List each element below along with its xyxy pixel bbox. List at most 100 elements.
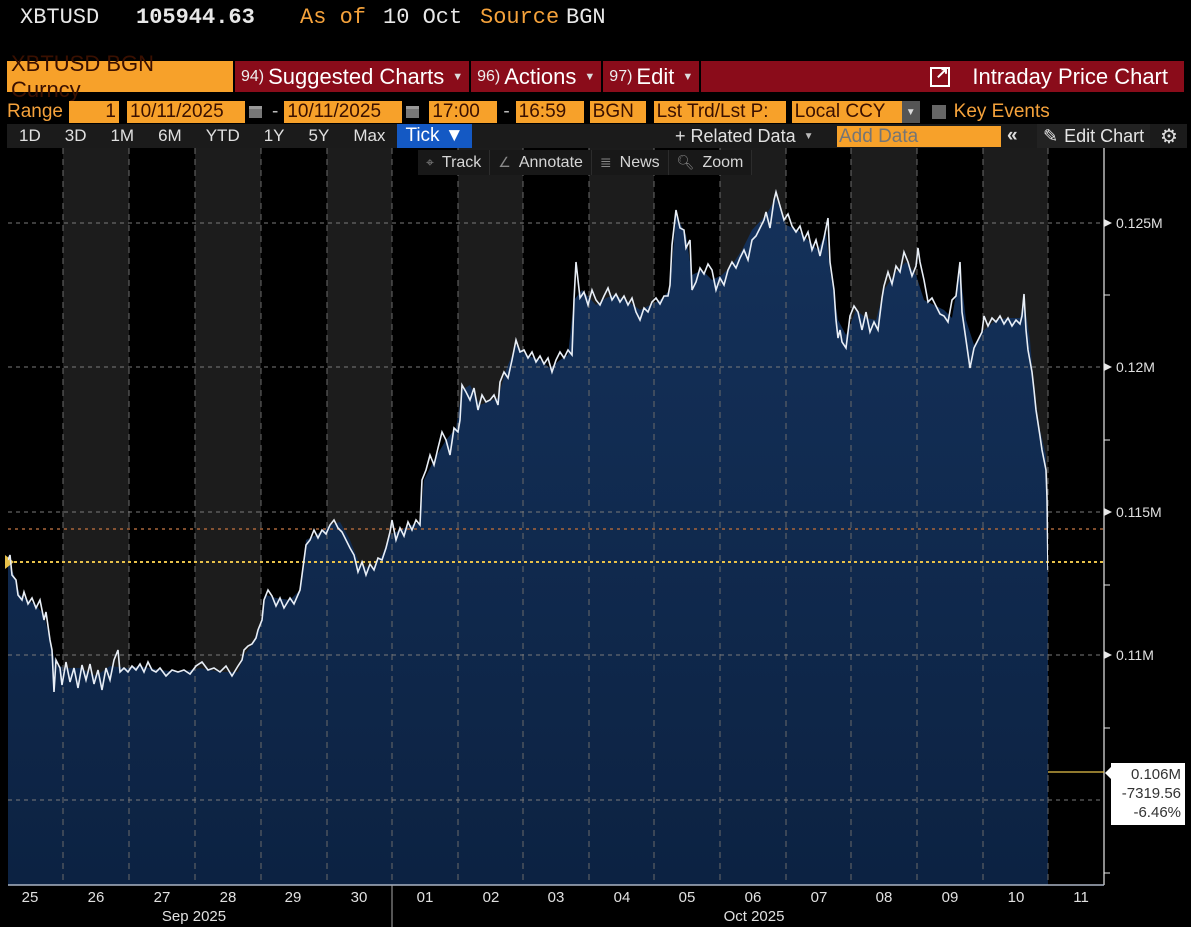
- caret-down-icon: ▼: [452, 70, 464, 83]
- month-label: Sep 2025: [161, 908, 227, 925]
- menu-label: Suggested Charts: [268, 63, 445, 89]
- y-tick-label: 0.115M: [1116, 504, 1162, 520]
- x-tick-label: 11: [1073, 889, 1089, 906]
- ticker-symbol: XBTUSD: [20, 5, 100, 30]
- key-events-checkbox[interactable]: [931, 105, 946, 119]
- edit-menu[interactable]: 97) Edit ▼: [603, 61, 702, 92]
- x-tick-label: 08: [875, 889, 893, 906]
- day-gridlines: [62, 148, 1049, 885]
- x-tick-label: 27: [153, 889, 171, 906]
- add-data-input[interactable]: [837, 126, 1001, 147]
- y-tick-label: 0.11M: [1116, 647, 1154, 663]
- last-value: 0.106M: [1130, 766, 1181, 783]
- chart-tools: ⌖ Track ∠ Annotate ≣ News 🔍︎ Zoom: [418, 150, 753, 175]
- net-change: -7319.56: [1121, 785, 1181, 802]
- range-separator: -: [272, 101, 279, 122]
- zoom-label: Zoom: [702, 153, 744, 171]
- annotate-label: Annotate: [518, 153, 583, 171]
- y-tick-label: 0.125M: [1116, 215, 1163, 231]
- field-select[interactable]: Lst Trd/Lst P:: [653, 101, 786, 123]
- x-tick-label: 06: [744, 889, 762, 906]
- menu-number: 97): [609, 67, 633, 85]
- x-tick-label: 03: [547, 889, 565, 906]
- range-label: Range: [7, 101, 63, 122]
- pencil-icon: ✎: [1043, 125, 1059, 146]
- collapse-icon[interactable]: «: [1007, 125, 1018, 146]
- x-tick-label: 25: [21, 889, 39, 906]
- related-data-button[interactable]: + Related Data ▼: [675, 124, 813, 148]
- end-date-input[interactable]: 10/11/2025: [284, 101, 403, 123]
- calendar-icon[interactable]: [249, 106, 262, 118]
- news-icon: ≣: [599, 154, 612, 170]
- x-tick-label: 28: [219, 889, 237, 906]
- period-1y[interactable]: 1Y: [263, 126, 285, 145]
- zoom-tool[interactable]: 🔍︎ Zoom: [669, 150, 753, 175]
- currency-select[interactable]: Local CCY: [791, 101, 902, 123]
- track-tool[interactable]: ⌖ Track: [418, 150, 491, 175]
- start-date-input[interactable]: 10/11/2025: [127, 101, 245, 123]
- period-6m[interactable]: 6M: [158, 126, 182, 145]
- menu-label: Actions: [504, 63, 577, 89]
- last-value-label: 0.106M -7319.56 -6.46%: [1105, 763, 1185, 825]
- x-tick-label: 07: [810, 889, 828, 906]
- security-field[interactable]: XBTUSD BGN Curncy: [7, 51, 235, 102]
- x-tick-label: 26: [87, 889, 105, 906]
- pen-icon: ∠: [498, 154, 511, 170]
- key-events-label: Key Events: [953, 101, 1050, 122]
- related-data-label: + Related Data: [675, 125, 796, 146]
- period-5y[interactable]: 5Y: [308, 126, 330, 145]
- end-time-input[interactable]: 16:59: [515, 101, 584, 123]
- period-ytd[interactable]: YTD: [205, 126, 240, 145]
- period-max[interactable]: Max: [353, 126, 386, 145]
- caret-down-icon: ▼: [584, 70, 596, 83]
- caret-down-icon: ▼: [803, 130, 814, 142]
- range-row: Range 1 10/11/2025 - 10/11/2025 17:00 - …: [7, 100, 1187, 124]
- previous-close-marker: [5, 555, 14, 569]
- edit-chart-button[interactable]: ✎ Edit Chart: [1037, 124, 1151, 148]
- x-tick-label: 02: [482, 889, 500, 906]
- price-chart[interactable]: [0, 148, 1191, 927]
- period-1d[interactable]: 1D: [19, 126, 41, 145]
- x-tick-label: 01: [416, 889, 434, 906]
- popout-icon[interactable]: [930, 63, 951, 87]
- source-value: BGN: [566, 5, 606, 30]
- track-label: Track: [441, 153, 482, 171]
- last-price: 105944.63: [136, 5, 255, 30]
- gear-icon[interactable]: ⚙: [1160, 125, 1178, 148]
- dropdown-arrow-icon[interactable]: ▼: [901, 101, 920, 123]
- menu-bar: XBTUSD BGN Curncy 94) Suggested Charts ▼…: [7, 51, 1184, 102]
- chart-title: Intraday Price Chart: [930, 63, 1184, 90]
- x-tick-label: 10: [1007, 889, 1025, 906]
- annotate-tool[interactable]: ∠ Annotate: [490, 150, 592, 175]
- period-3d[interactable]: 3D: [64, 126, 87, 145]
- price-gridlines: [8, 222, 1104, 801]
- x-tick-label: 09: [941, 889, 959, 906]
- caret-down-icon: ▼: [682, 70, 694, 83]
- y-axis-minor-ticks: [1104, 294, 1110, 874]
- crosshair-icon: ⌖: [426, 154, 434, 170]
- source-input[interactable]: BGN: [589, 101, 646, 123]
- time-separator: -: [503, 101, 510, 122]
- period-tick[interactable]: Tick ▼: [397, 124, 472, 148]
- x-tick-label: 05: [678, 889, 696, 906]
- news-tool[interactable]: ≣ News: [592, 150, 669, 175]
- menu-number: 96): [477, 67, 501, 85]
- chart-title-text: Intraday Price Chart: [972, 63, 1168, 89]
- price-line: [8, 188, 1048, 693]
- calendar-icon[interactable]: [406, 106, 420, 118]
- source-label: Source: [480, 5, 560, 30]
- actions-menu[interactable]: 96) Actions ▼: [471, 61, 604, 92]
- y-axis-tick-markers: [1104, 219, 1112, 659]
- suggested-charts-menu[interactable]: 94) Suggested Charts ▼: [235, 61, 472, 92]
- x-tick-label: 29: [284, 889, 302, 906]
- as-of-date: 10 Oct: [383, 5, 463, 30]
- start-time-input[interactable]: 17:00: [429, 101, 498, 123]
- menu-label: Edit: [636, 63, 675, 89]
- range-count-input[interactable]: 1: [69, 101, 119, 123]
- x-tick-label: 04: [613, 889, 631, 906]
- magnifier-icon: 🔍︎: [676, 154, 695, 170]
- period-1m[interactable]: 1M: [110, 126, 135, 145]
- ticker-bar: XBTUSD 105944.63 As of 10 Oct Source BGN: [0, 0, 1191, 40]
- edit-chart-label: Edit Chart: [1064, 125, 1145, 146]
- as-of-label: As of: [300, 5, 367, 30]
